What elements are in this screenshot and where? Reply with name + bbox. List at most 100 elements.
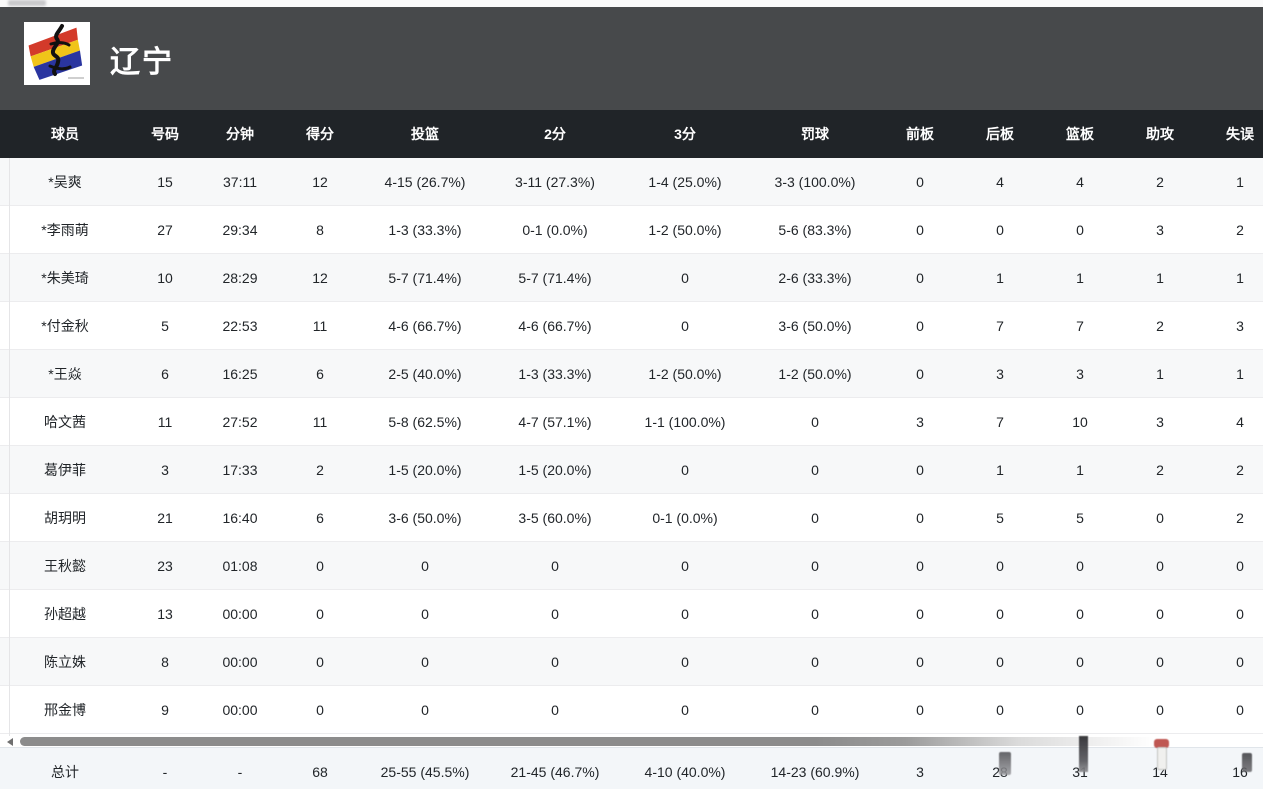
total-cell-oreb: 3: [916, 763, 924, 780]
header-cell-oreb: 前板: [906, 126, 934, 142]
team-header-bar: 辽宁: [0, 7, 1263, 110]
cell-assists: 1: [1156, 365, 1164, 382]
total-cell-player: 总计: [51, 763, 79, 780]
cell-player: 胡玥明: [44, 509, 86, 526]
cell-assists: 0: [1156, 701, 1164, 718]
cell-points: 2: [316, 461, 324, 478]
total-cell-dreb: 28: [992, 763, 1008, 780]
total-row: 总计 - - 68 25-55 (45.5%) 21-45 (46.7%) 4-10 (40…: [0, 747, 1263, 789]
total-cell-free-throws: 14-23 (60.9%): [770, 763, 860, 780]
cell-player: 陈立姝: [44, 653, 86, 670]
cell-oreb: 0: [916, 701, 924, 718]
player-row: *吴爽 15 37:11 12 4-15 (26.7%) 3-11 (27.3%) 1-4 …: [0, 158, 1263, 206]
cell-dreb: 3: [996, 365, 1004, 382]
cell-assists: 0: [1156, 509, 1164, 526]
cell-three-pt: 1-1 (100.0%): [644, 413, 726, 430]
cell-minutes: 16:25: [222, 365, 258, 382]
cell-field-goals: 3-6 (50.0%): [388, 509, 462, 526]
cell-two-pt: 0: [551, 653, 559, 670]
cell-rebounds: 0: [1076, 701, 1084, 718]
table-body: *吴爽 15 37:11 12 4-15 (26.7%) 3-11 (27.3%) 1-4 …: [0, 158, 1263, 734]
cell-player: *吴爽: [48, 173, 82, 190]
header-cell-player: 球员: [51, 126, 79, 142]
cell-turnovers: 4: [1236, 413, 1244, 430]
cell-turnovers: 2: [1236, 461, 1244, 478]
cell-rebounds: 1: [1076, 461, 1084, 478]
cell-dreb: 5: [996, 509, 1004, 526]
total-cell-assists: 14: [1152, 763, 1168, 780]
cell-points: 6: [316, 509, 324, 526]
cell-assists: 0: [1156, 605, 1164, 622]
cell-rebounds: 7: [1076, 317, 1084, 334]
cell-two-pt: 1-3 (33.3%): [518, 365, 592, 382]
player-row: 葛伊菲 3 17:33 2 1-5 (20.0%) 1-5 (20.0%) 0 0 0 1 1 2 2: [0, 446, 1263, 494]
cell-three-pt: 0-1 (0.0%): [652, 509, 718, 526]
cell-three-pt: 0: [681, 701, 689, 718]
cell-field-goals: 2-5 (40.0%): [388, 365, 462, 382]
cell-turnovers: 1: [1236, 173, 1244, 190]
cell-free-throws: 5-6 (83.3%): [778, 221, 852, 238]
cell-minutes: 00:00: [222, 605, 258, 622]
total-cell-turnovers: 16: [1232, 763, 1248, 780]
cell-dreb: 7: [996, 413, 1004, 430]
cell-field-goals: 0: [421, 605, 429, 622]
cell-points: 0: [316, 557, 324, 574]
cell-field-goals: 0: [421, 701, 429, 718]
cell-three-pt: 1-2 (50.0%): [648, 221, 722, 238]
cell-number: 23: [157, 557, 173, 574]
header-cell-dreb: 后板: [986, 126, 1014, 142]
cell-minutes: 17:33: [222, 461, 258, 478]
cell-field-goals: 4-6 (66.7%): [388, 317, 462, 334]
total-cell-number: -: [162, 763, 168, 780]
cell-player: 邢金博: [44, 701, 86, 718]
cell-points: 6: [316, 365, 324, 382]
liaoning-flag-logo-icon: [24, 22, 90, 85]
cell-field-goals: 4-15 (26.7%): [384, 173, 466, 190]
cell-player: 王秋懿: [44, 557, 86, 574]
cell-two-pt: 5-7 (71.4%): [518, 269, 592, 286]
cell-oreb: 0: [916, 221, 924, 238]
cell-turnovers: 0: [1236, 557, 1244, 574]
cell-minutes: 28:29: [222, 269, 258, 286]
cell-oreb: 3: [916, 413, 924, 430]
header-cell-two-pt: 2分: [544, 126, 566, 142]
total-cell-points: 68: [312, 763, 328, 780]
cell-free-throws: 2-6 (33.3%): [778, 269, 852, 286]
cell-player: *王焱: [48, 365, 82, 382]
header-cell-rebounds: 篮板: [1066, 126, 1094, 142]
cell-player: *朱美琦: [41, 269, 89, 286]
player-row: 胡玥明 21 16:40 6 3-6 (50.0%) 3-5 (60.0%) 0-1 (0.…: [0, 494, 1263, 542]
cell-free-throws: 0: [811, 461, 819, 478]
cell-two-pt: 0: [551, 605, 559, 622]
top-strip: [0, 0, 1263, 7]
header-cell-points: 得分: [306, 126, 334, 142]
cell-turnovers: 0: [1236, 605, 1244, 622]
cell-player: *李雨萌: [41, 221, 89, 238]
cell-three-pt: 0: [681, 269, 689, 286]
cell-rebounds: 5: [1076, 509, 1084, 526]
player-row: 哈文茜 11 27:52 11 5-8 (62.5%) 4-7 (57.1%) 1-1 (1…: [0, 398, 1263, 446]
cell-oreb: 0: [916, 317, 924, 334]
cell-oreb: 0: [916, 461, 924, 478]
cell-points: 0: [316, 605, 324, 622]
cell-assists: 0: [1156, 557, 1164, 574]
player-row: 孙超越 13 00:00 0 0 0 0 0 0 0 0 0 0: [0, 590, 1263, 638]
cell-three-pt: 0: [681, 605, 689, 622]
cell-turnovers: 3: [1236, 317, 1244, 334]
cell-number: 11: [157, 413, 173, 430]
horizontal-scrollbar[interactable]: [0, 736, 1263, 748]
scrollbar-thumb[interactable]: [20, 737, 1155, 746]
cell-dreb: 0: [996, 605, 1004, 622]
cell-rebounds: 0: [1076, 653, 1084, 670]
cell-dreb: 0: [996, 653, 1004, 670]
player-row: *朱美琦 10 28:29 12 5-7 (71.4%) 5-7 (71.4%) 0 2-6 …: [0, 254, 1263, 302]
cell-turnovers: 2: [1236, 509, 1244, 526]
cell-oreb: 0: [916, 365, 924, 382]
cell-turnovers: 1: [1236, 269, 1244, 286]
cell-dreb: 7: [996, 317, 1004, 334]
cell-turnovers: 0: [1236, 701, 1244, 718]
cell-free-throws: 1-2 (50.0%): [778, 365, 852, 382]
cell-field-goals: 1-5 (20.0%): [388, 461, 462, 478]
scroll-left-arrow-icon[interactable]: [7, 738, 13, 746]
